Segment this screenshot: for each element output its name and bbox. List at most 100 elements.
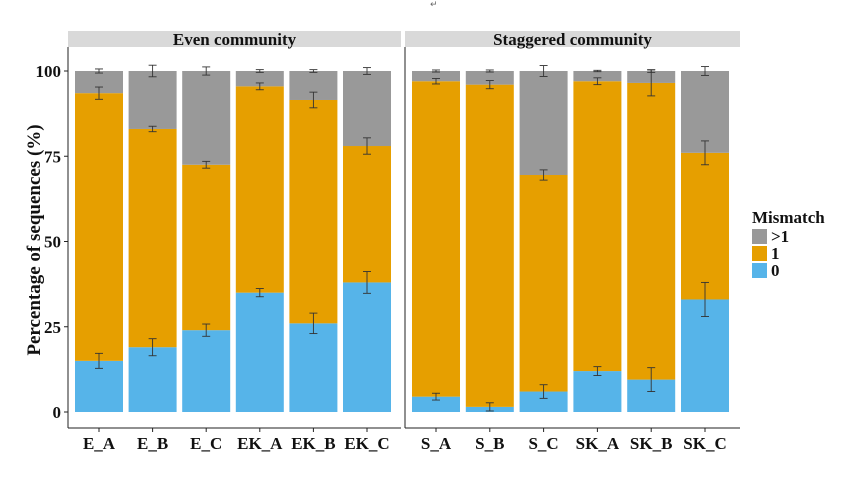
y-tick-label: 0	[53, 403, 62, 422]
bar-segment-gt1	[235, 71, 284, 87]
bar-segment-1	[343, 146, 391, 283]
legend-label: 0	[771, 261, 780, 280]
error-bar	[255, 288, 264, 298]
error-bar	[701, 281, 709, 317]
y-tick-label: 25	[44, 318, 61, 337]
bar-segment-0	[343, 282, 391, 412]
error-bar	[432, 78, 440, 85]
error-bar	[148, 338, 157, 357]
bar-segment-0	[412, 396, 460, 412]
error-bar	[95, 352, 103, 369]
error-bar	[309, 312, 318, 335]
error-bar	[202, 160, 211, 169]
facet-strip	[68, 31, 401, 47]
bar-segment-1	[412, 81, 460, 397]
bar-segment-1	[182, 164, 231, 331]
error-bar	[593, 69, 602, 73]
bar-segment-gt1	[182, 71, 231, 165]
legend: Mismatch>110	[752, 208, 825, 280]
bar-group-sk-a: SK_A	[573, 69, 622, 453]
bar-group-e-b: E_B	[128, 64, 177, 453]
error-bar	[148, 64, 157, 78]
legend-swatch	[752, 263, 767, 278]
bar-group-e-c: E_C	[182, 66, 231, 453]
x-tick-label: S_C	[528, 434, 558, 453]
error-bar	[432, 392, 440, 401]
bar-segment-1	[289, 99, 338, 324]
bar-segment-1	[627, 82, 676, 380]
legend-label: >1	[771, 227, 789, 246]
bar-segment-gt1	[412, 71, 460, 82]
error-bar	[95, 86, 103, 100]
x-tick-label: SK_B	[630, 434, 673, 453]
bar-segment-0	[75, 360, 123, 412]
error-bar	[363, 67, 371, 75]
bar-group-s-c: S_C	[519, 65, 568, 453]
bar-segment-0	[573, 371, 622, 412]
facet-title: Staggered community	[493, 30, 652, 49]
y-tick-label: 50	[44, 233, 61, 252]
error-bar	[255, 82, 264, 91]
bar-segment-gt1	[343, 71, 391, 147]
error-bar	[647, 367, 656, 392]
error-bar	[255, 69, 264, 73]
error-bar	[309, 91, 318, 109]
legend-item: >1	[752, 227, 789, 246]
legend-item: 0	[752, 261, 780, 280]
error-bar	[363, 137, 371, 155]
error-bar	[539, 384, 548, 399]
bar-segment-0	[289, 323, 338, 412]
bar-group-sk-b: SK_B	[627, 69, 676, 453]
bar-segment-1	[75, 93, 123, 361]
bar-segment-1	[573, 81, 622, 372]
bar-segment-1	[465, 84, 514, 407]
x-tick-label: S_A	[421, 434, 452, 453]
bar-group-ek-b: EK_B	[289, 69, 338, 453]
y-axis-title: Percentage of sequences (%)	[24, 124, 45, 355]
x-tick-label: SK_A	[576, 434, 620, 453]
error-bar	[202, 66, 211, 76]
legend-label: 1	[771, 244, 780, 263]
facet-panel: Even community E_A E_B E_C EK_A EK_B EK_C	[67, 30, 401, 453]
y-tick-label: 75	[44, 147, 61, 166]
error-bar	[485, 402, 494, 412]
error-bar	[202, 323, 211, 337]
facet-title: Even community	[173, 30, 297, 49]
page-mark-glyph: ↵	[430, 0, 438, 10]
error-bar	[701, 66, 709, 76]
legend-title: Mismatch	[752, 208, 825, 227]
bar-segment-1	[519, 175, 568, 392]
bar-segment-1	[235, 86, 284, 293]
bar-segment-0	[128, 347, 177, 412]
x-tick-label: SK_C	[683, 434, 726, 453]
facet-panel: Staggered community S_A S_B S_C SK_A SK_B SK_C	[404, 30, 740, 453]
error-bar	[363, 271, 371, 294]
bar-group-s-b: S_B	[465, 69, 514, 453]
legend-swatch	[752, 246, 767, 261]
bar-group-ek-c: EK_C	[343, 67, 391, 453]
bar-segment-1	[128, 128, 177, 348]
y-tick-label: 100	[36, 62, 62, 81]
legend-swatch	[752, 229, 767, 244]
panels-layer: Even community E_A E_B E_C EK_A EK_B EK_C Stagg…	[67, 30, 740, 453]
error-bar	[539, 169, 548, 181]
bar-group-e-a: E_A	[75, 68, 123, 453]
bar-segment-0	[235, 292, 284, 412]
x-tick-label: EK_A	[237, 434, 283, 453]
bar-segment-0	[681, 299, 729, 412]
error-bar	[485, 80, 494, 90]
x-tick-label: E_B	[137, 434, 168, 453]
facet-strip	[405, 31, 740, 47]
bar-segment-1	[681, 152, 729, 300]
x-tick-label: E_A	[83, 434, 116, 453]
error-bar	[593, 77, 602, 86]
error-bar	[485, 69, 494, 73]
error-bar	[432, 69, 440, 73]
bar-group-ek-a: EK_A	[235, 69, 284, 453]
error-bar	[647, 69, 656, 73]
legend-item: 1	[752, 244, 780, 263]
error-bar	[701, 140, 709, 166]
error-bar	[539, 65, 548, 77]
bar-segment-gt1	[465, 71, 514, 85]
